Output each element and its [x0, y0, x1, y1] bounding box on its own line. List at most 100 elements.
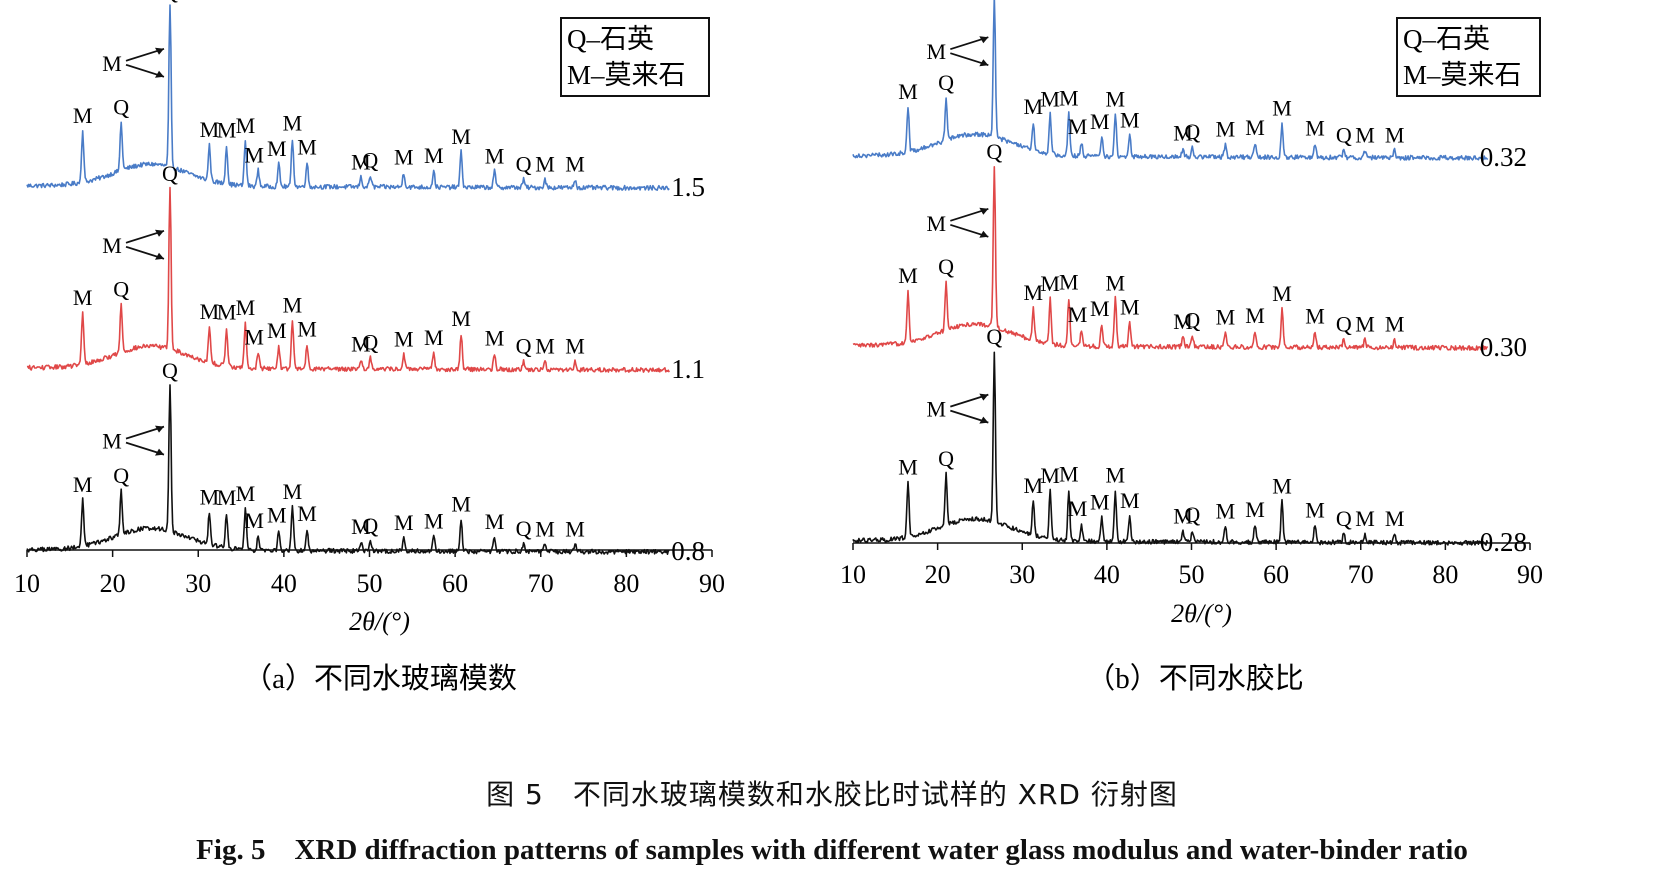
peak-label: M	[267, 502, 287, 527]
series-label: 0.8	[671, 536, 705, 566]
peak-label: M	[565, 152, 585, 177]
peak-label: M	[297, 317, 317, 342]
peak-label: M	[236, 295, 256, 320]
arrow-head	[979, 416, 989, 424]
peak-label: M	[1059, 270, 1079, 295]
arrow-head	[979, 207, 989, 215]
peak-label: M	[1245, 115, 1265, 140]
arrow-head	[154, 70, 164, 78]
peak-label: M	[1305, 115, 1325, 140]
arrow-label: M	[927, 397, 947, 422]
x-axis-label: 2θ/(°)	[1171, 599, 1232, 628]
peak-label: M	[283, 111, 303, 136]
peak-label: M	[1090, 490, 1110, 515]
peak-label: M	[73, 103, 93, 128]
series-label: 0.28	[1480, 527, 1527, 557]
peak-label: Q	[938, 446, 954, 471]
peak-label: M	[1305, 497, 1325, 522]
peak-label: M	[1040, 271, 1060, 296]
series-label: 1.1	[671, 354, 705, 384]
peak-label: Q	[1184, 308, 1200, 333]
x-tick-label: 50	[357, 569, 383, 598]
peak-label: M	[1385, 312, 1405, 337]
peak-label: M	[451, 491, 471, 516]
peak-label: Q	[938, 70, 954, 95]
peak-label: M	[424, 509, 444, 534]
peak-label: M	[200, 299, 220, 324]
peak-label: M	[1173, 504, 1193, 529]
peak-label: Q	[113, 463, 129, 488]
arrow-head	[979, 36, 989, 44]
peak-label: M	[485, 143, 505, 168]
peak-label: M	[1216, 499, 1236, 524]
peak-label: M	[1059, 86, 1079, 111]
series-label: 1.5	[671, 172, 705, 202]
x-tick-label: 20	[925, 560, 951, 589]
peak-label: M	[1040, 87, 1060, 112]
peak-label: M	[1272, 96, 1292, 121]
peak-label: M	[1385, 123, 1405, 148]
peak-label: M	[267, 136, 287, 161]
x-tick-label: 10	[840, 560, 866, 589]
peak-label: M	[1173, 120, 1193, 145]
legend-box	[1396, 17, 1541, 97]
arrow-head	[154, 448, 164, 456]
peak-label: M	[200, 484, 220, 509]
peak-label: M	[1068, 302, 1088, 327]
peak-label: M	[1245, 303, 1265, 328]
peak-label: M	[236, 113, 256, 138]
arrow-label: M	[927, 211, 947, 236]
peak-label: Q	[1184, 119, 1200, 144]
peak-label: M	[244, 508, 264, 533]
series-line-0.8	[26, 384, 670, 555]
series-label: 0.32	[1480, 142, 1527, 172]
peak-label: M	[283, 293, 303, 318]
legend-box	[560, 17, 710, 97]
legend-entry: M–莫来石	[1403, 60, 1522, 90]
x-tick-label: 80	[1432, 560, 1458, 589]
legend-entry: Q–石英	[567, 24, 654, 54]
peak-label: M	[1106, 87, 1126, 112]
peak-label: M	[1173, 309, 1193, 334]
panel-b: 10 20 30 40 50 60 70 80 90 2θ/(°) （b）不同水胶比 Q–石英 M–莫来…	[840, 0, 1543, 695]
x-tick-label: 70	[528, 569, 554, 598]
arrow-head	[979, 393, 989, 401]
x-tick-label: 20	[100, 569, 126, 598]
peak-label: Q	[516, 151, 532, 176]
peak-label: Q	[362, 148, 378, 173]
peak-label: M	[1272, 281, 1292, 306]
x-tick-label: 90	[699, 569, 725, 598]
peak-label: Q	[986, 139, 1002, 164]
series-line-0.28	[852, 351, 1489, 546]
peak-label: M	[244, 324, 264, 349]
peak-label: Q	[516, 333, 532, 358]
peak-label: M	[898, 79, 918, 104]
peak-label: M	[297, 501, 317, 526]
x-tick-label: 30	[185, 569, 211, 598]
panel-subtitle: （a）不同水玻璃模数	[243, 662, 517, 695]
peak-label: Q	[516, 516, 532, 541]
arrow-label: M	[102, 233, 122, 258]
peak-label: M	[217, 299, 237, 324]
peak-label: M	[1120, 108, 1140, 133]
x-tick-label: 70	[1348, 560, 1374, 589]
peak-label: M	[394, 145, 414, 170]
peak-label: M	[1216, 305, 1236, 330]
arrow-head	[154, 252, 164, 260]
arrow-head	[979, 59, 989, 67]
peak-label: M	[1090, 109, 1110, 134]
arrow-label: M	[102, 429, 122, 454]
peak-label: M	[1068, 114, 1088, 139]
peak-label: M	[1106, 271, 1126, 296]
peak-label: M	[565, 334, 585, 359]
arrow-label: M	[927, 39, 947, 64]
peak-label: Q	[362, 330, 378, 355]
series-line-1.5	[26, 4, 670, 191]
x-tick-label: 90	[1517, 560, 1543, 589]
legend-entry: Q–石英	[1403, 24, 1490, 54]
x-tick-label: 60	[1263, 560, 1289, 589]
peak-label: Q	[113, 94, 129, 119]
arrow-head	[979, 230, 989, 238]
peak-label: M	[283, 479, 303, 504]
figure-caption-en: Fig. 5 XRD diffraction patterns of sampl…	[196, 834, 1468, 866]
